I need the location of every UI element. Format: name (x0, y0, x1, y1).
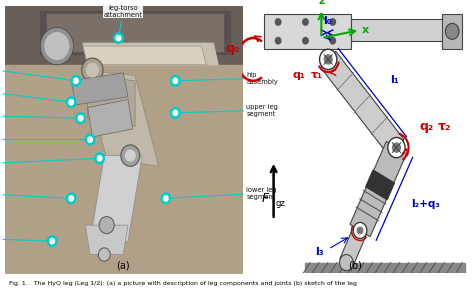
Circle shape (116, 35, 121, 41)
Circle shape (66, 97, 76, 108)
Polygon shape (351, 19, 447, 41)
Polygon shape (350, 141, 407, 237)
Circle shape (330, 37, 336, 44)
Circle shape (275, 19, 281, 25)
Circle shape (69, 196, 73, 201)
Polygon shape (366, 170, 394, 200)
Circle shape (40, 27, 73, 65)
Circle shape (50, 238, 55, 244)
Circle shape (114, 33, 123, 43)
Circle shape (164, 196, 168, 201)
Polygon shape (83, 43, 218, 65)
Circle shape (161, 193, 171, 204)
Circle shape (73, 78, 78, 83)
Circle shape (126, 150, 135, 161)
Text: electric motor
(hip a/a joint): electric motor (hip a/a joint) (0, 61, 73, 80)
Text: q₀: q₀ (226, 42, 240, 55)
Polygon shape (47, 14, 223, 51)
Text: l₂+q₃: l₂+q₃ (411, 199, 441, 209)
Polygon shape (83, 46, 206, 65)
Circle shape (330, 19, 336, 25)
Circle shape (98, 248, 110, 261)
Text: lower leg
segment: lower leg segment (169, 187, 277, 200)
Text: gz: gz (276, 199, 286, 208)
Text: q₁: q₁ (292, 70, 305, 80)
Circle shape (173, 110, 178, 116)
Circle shape (392, 143, 401, 152)
Text: hyd. cylinder
(hip f/e joint): hyd. cylinder (hip f/e joint) (0, 109, 78, 122)
Polygon shape (305, 263, 465, 273)
Text: l₃: l₃ (315, 247, 323, 257)
Text: knee f/e
joint axis: knee f/e joint axis (0, 157, 97, 170)
Circle shape (121, 145, 140, 166)
Circle shape (66, 193, 76, 204)
Text: z: z (318, 0, 325, 6)
Text: hip
assembly: hip assembly (178, 72, 278, 85)
Circle shape (173, 78, 178, 83)
Circle shape (446, 23, 459, 39)
Circle shape (69, 99, 73, 105)
Polygon shape (40, 11, 230, 54)
Text: upper leg
segment: upper leg segment (178, 104, 278, 117)
Text: (b): (b) (348, 260, 363, 271)
Text: τ₁: τ₁ (311, 70, 323, 80)
Circle shape (71, 75, 81, 86)
Text: rubber
coated foot: rubber coated foot (0, 232, 49, 245)
Polygon shape (90, 156, 142, 241)
Text: passive prismatic
(ankle joint): passive prismatic (ankle joint) (0, 186, 68, 200)
Circle shape (45, 33, 69, 59)
Circle shape (319, 49, 337, 69)
Circle shape (388, 138, 405, 158)
Polygon shape (85, 225, 128, 255)
Text: hyd. cylinder
(knee f/e joint): hyd. cylinder (knee f/e joint) (0, 133, 87, 146)
Circle shape (275, 37, 281, 44)
Circle shape (78, 116, 83, 121)
Circle shape (324, 55, 332, 64)
Text: leg-torso
attachment: leg-torso attachment (104, 5, 143, 35)
Text: Fig. 1.   The HyQ leg (Leg 1/2): (a) a picture with description of leg component: Fig. 1. The HyQ leg (Leg 1/2): (a) a pic… (9, 281, 357, 286)
Circle shape (86, 63, 99, 77)
Text: l₁: l₁ (391, 75, 399, 85)
Circle shape (76, 113, 85, 124)
Polygon shape (88, 75, 135, 126)
Polygon shape (83, 70, 159, 166)
Circle shape (47, 236, 57, 247)
Polygon shape (340, 227, 366, 266)
Text: x: x (362, 25, 369, 35)
Circle shape (171, 75, 180, 86)
Text: q₂: q₂ (419, 120, 433, 133)
Circle shape (303, 19, 308, 25)
Circle shape (95, 153, 104, 164)
Circle shape (88, 137, 92, 142)
Circle shape (85, 134, 95, 145)
Circle shape (353, 222, 367, 238)
Text: (a): (a) (117, 260, 130, 271)
Text: l₀: l₀ (323, 16, 331, 26)
Circle shape (99, 217, 114, 234)
Circle shape (339, 255, 353, 271)
Text: hip f/e
joint axis: hip f/e joint axis (0, 85, 68, 102)
Polygon shape (71, 73, 128, 105)
Polygon shape (320, 51, 404, 156)
Circle shape (303, 37, 308, 44)
Circle shape (357, 227, 363, 234)
Polygon shape (442, 14, 463, 49)
Circle shape (82, 58, 103, 82)
Text: F: F (262, 192, 269, 205)
Polygon shape (264, 14, 351, 49)
Text: τ₂: τ₂ (438, 120, 451, 133)
Polygon shape (88, 99, 133, 137)
Circle shape (171, 108, 180, 118)
Circle shape (97, 156, 102, 161)
